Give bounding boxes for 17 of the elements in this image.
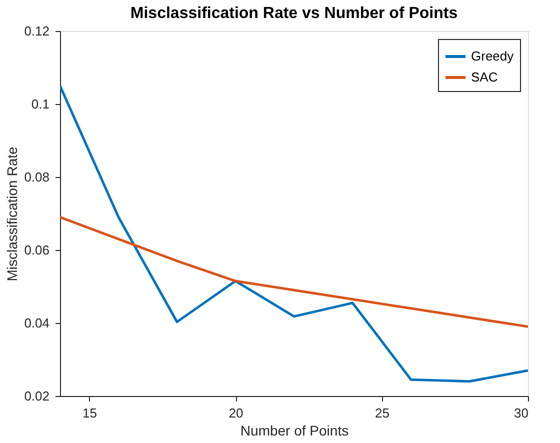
y-axis-title: Misclassification Rate [4,146,20,282]
x-tick-label: 25 [375,406,390,420]
y-tick-label: 0.04 [24,316,50,330]
legend-label: SAC [471,70,498,84]
chart-title: Misclassification Rate vs Number of Points [130,5,458,22]
x-tick-label: 30 [514,406,528,420]
x-axis-title: Number of Points [240,422,349,438]
y-tick-label: 0.06 [24,242,50,258]
line-series [60,216,528,328]
y-tick-label: 0.08 [24,170,50,184]
legend-label: Greedy [471,48,514,64]
y-tick-label: 0.12 [24,24,50,38]
x-tick-label: 20 [228,406,244,420]
y-tick-label: 0.1 [31,96,50,112]
line-series [60,84,528,383]
x-tick-label: 15 [82,406,97,420]
y-tick-label: 0.02 [24,388,50,404]
